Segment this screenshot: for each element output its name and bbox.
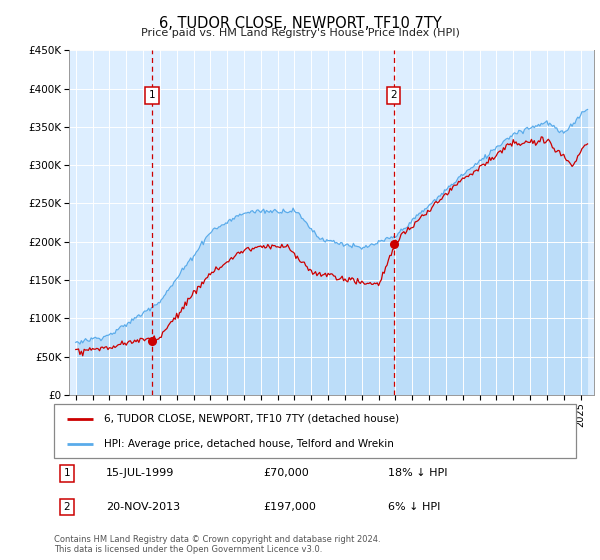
Text: 18% ↓ HPI: 18% ↓ HPI [388, 468, 448, 478]
Text: Price paid vs. HM Land Registry's House Price Index (HPI): Price paid vs. HM Land Registry's House … [140, 28, 460, 38]
Text: 2: 2 [64, 502, 70, 512]
Text: 2: 2 [391, 90, 397, 100]
Text: 20-NOV-2013: 20-NOV-2013 [106, 502, 181, 512]
Text: £197,000: £197,000 [263, 502, 316, 512]
Text: 1: 1 [149, 90, 155, 100]
Text: 6, TUDOR CLOSE, NEWPORT, TF10 7TY: 6, TUDOR CLOSE, NEWPORT, TF10 7TY [158, 16, 442, 31]
FancyBboxPatch shape [54, 404, 576, 458]
Text: 15-JUL-1999: 15-JUL-1999 [106, 468, 175, 478]
Text: £70,000: £70,000 [263, 468, 308, 478]
Text: Contains HM Land Registry data © Crown copyright and database right 2024.
This d: Contains HM Land Registry data © Crown c… [54, 535, 380, 554]
Text: 6% ↓ HPI: 6% ↓ HPI [388, 502, 440, 512]
Text: 1: 1 [64, 468, 70, 478]
Text: HPI: Average price, detached house, Telford and Wrekin: HPI: Average price, detached house, Telf… [104, 439, 394, 449]
Text: 6, TUDOR CLOSE, NEWPORT, TF10 7TY (detached house): 6, TUDOR CLOSE, NEWPORT, TF10 7TY (detac… [104, 414, 399, 424]
